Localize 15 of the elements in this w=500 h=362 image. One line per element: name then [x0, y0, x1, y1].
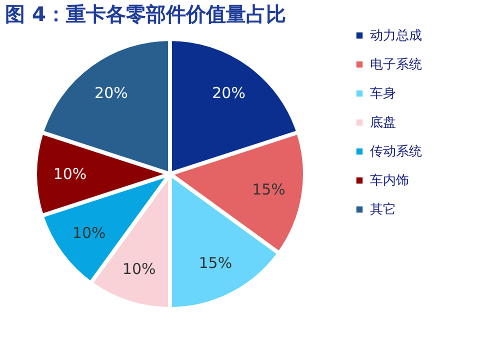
data-label: 10% — [53, 165, 87, 183]
legend-label: 车内饰 — [370, 174, 409, 188]
data-label: 15% — [198, 254, 232, 272]
legend-label: 其它 — [370, 202, 396, 218]
legend-label: 车身 — [370, 86, 396, 102]
chart-title: 图 4：重卡各零部件价值量占比 — [5, 2, 286, 26]
data-label: 10% — [72, 224, 106, 242]
legend-label: 底盘 — [370, 116, 396, 130]
data-label: 15% — [252, 180, 286, 199]
legend-label: 传动系统 — [370, 144, 422, 160]
legend-label: 电子系统 — [370, 58, 422, 72]
data-label: 10% — [122, 260, 156, 278]
legend-label: 动力总成 — [370, 28, 422, 44]
data-label: 20% — [94, 84, 128, 102]
data-label: 20% — [212, 84, 246, 102]
